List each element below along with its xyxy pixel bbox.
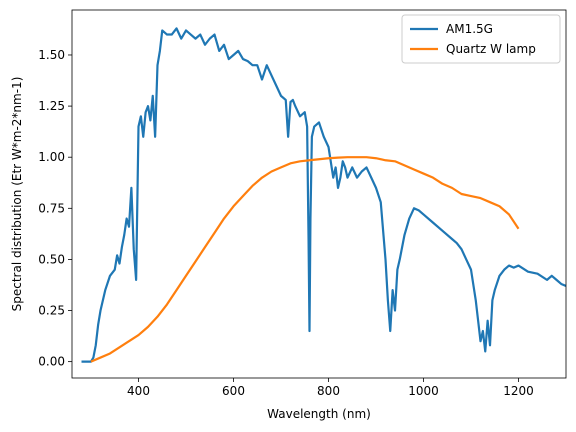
x-tick-label: 1000 bbox=[408, 384, 439, 398]
y-tick-label: 1.25 bbox=[38, 99, 65, 113]
y-axis-ticks: 0.00 0.25 0.50 0.75 1.00 1.25 1.50 bbox=[38, 48, 72, 369]
series-layer bbox=[81, 27, 566, 363]
y-tick-label: 0.50 bbox=[38, 252, 65, 266]
y-axis-label: Spectral distribution (Etr W*m-2*nm-1) bbox=[10, 77, 24, 312]
legend-label-0: AM1.5G bbox=[446, 22, 493, 36]
y-tick-label: 1.50 bbox=[38, 48, 65, 62]
legend-box bbox=[401, 14, 561, 64]
series-line-1 bbox=[90, 156, 520, 363]
series-line-0 bbox=[81, 27, 566, 363]
y-tick-label: 0.00 bbox=[38, 355, 65, 369]
y-tick-label: 0.25 bbox=[38, 304, 65, 318]
legend: AM1.5G Quartz W lamp bbox=[401, 14, 561, 64]
axes-frame bbox=[71, 9, 567, 379]
y-tick-label: 1.00 bbox=[38, 150, 65, 164]
x-tick-label: 800 bbox=[317, 384, 340, 398]
x-axis-label: Wavelength (nm) bbox=[267, 407, 371, 421]
x-tick-label: 1200 bbox=[503, 384, 534, 398]
legend-label-1: Quartz W lamp bbox=[446, 42, 536, 56]
x-tick-label: 400 bbox=[127, 384, 150, 398]
y-tick-label: 0.75 bbox=[38, 201, 65, 215]
x-axis-ticks: 400 600 800 1000 1200 bbox=[127, 378, 534, 398]
x-tick-label: 600 bbox=[222, 384, 245, 398]
